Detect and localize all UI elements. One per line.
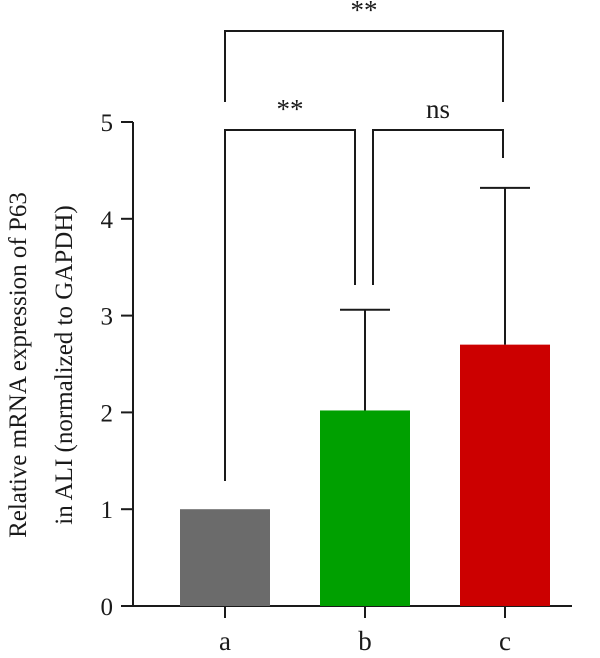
bar-b [320,410,410,606]
x-tick-label-c: c [499,626,511,656]
y-tick-label: 1 [101,497,114,524]
y-tick-label: 4 [101,207,114,234]
x-tick-label-b: b [358,626,372,656]
significance-label-a-c: ** [351,0,378,25]
y-axis-title: Relative mRNA expression of P63 in ALI (… [5,192,78,538]
y-axis-title-line2: in ALI (normalized to GAPDH) [51,205,78,524]
significance-bracket-a-b [224,129,356,481]
error-bars [340,186,530,411]
significance-brackets: ** ns ** [224,0,504,481]
y-tick-label: 5 [101,110,114,137]
significance-bracket-a-c [224,30,504,102]
significance-label-b-c: ns [426,94,450,124]
x-tick-label-a: a [219,626,231,656]
significance-bracket-b-c [372,129,504,285]
bar-c [460,344,550,606]
x-ticks: a b c [219,606,511,656]
significance-label-a-b: ** [277,94,304,124]
y-tick-label: 2 [101,400,114,427]
y-axis-title-line1: Relative mRNA expression of P63 [5,192,32,538]
y-ticks: 0 1 2 3 4 5 [101,110,133,621]
y-tick-label: 3 [101,304,114,331]
bar-a [180,509,270,606]
bars [180,344,550,606]
y-tick-label: 0 [101,594,114,621]
